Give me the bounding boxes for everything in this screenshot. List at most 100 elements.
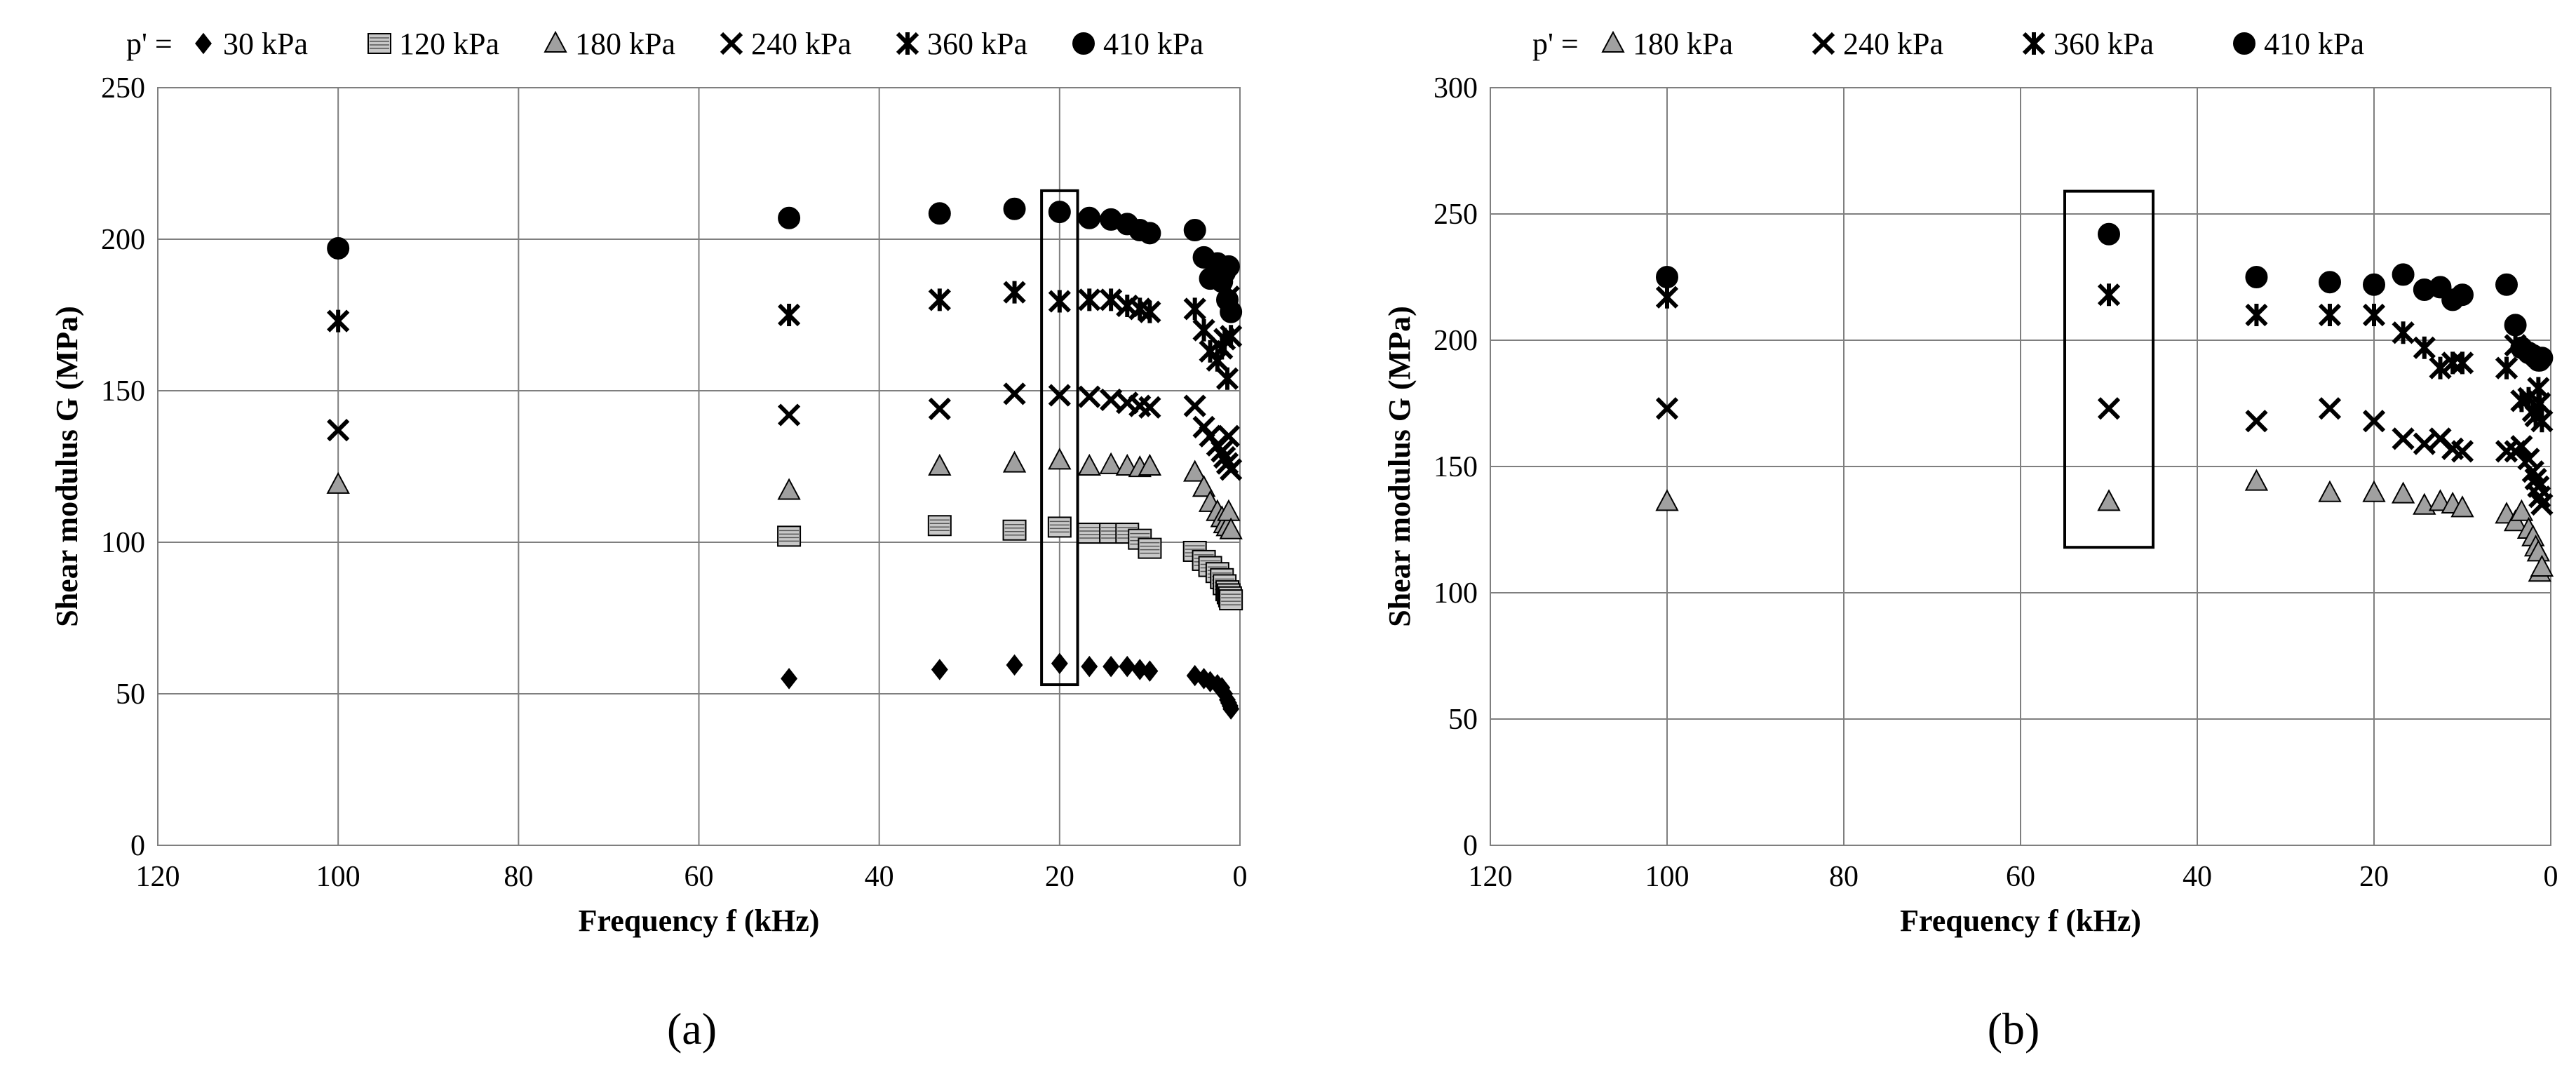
legend-entry: 240 kPa — [1812, 27, 1943, 61]
data-point — [931, 659, 948, 680]
data-point — [2517, 448, 2540, 471]
data-point — [327, 419, 350, 442]
data-point — [2504, 314, 2527, 337]
data-point — [327, 309, 350, 333]
data-point — [2362, 480, 2386, 502]
data-point — [327, 236, 350, 260]
legend-label: 120 kPa — [399, 27, 499, 61]
legend-entry: 120 kPa — [367, 27, 499, 61]
data-point — [1211, 440, 1234, 463]
data-point — [1102, 655, 1120, 678]
data-point — [1003, 197, 1026, 220]
data-point — [1051, 652, 1068, 675]
series-120-kpa — [777, 515, 1243, 611]
x-tick-label: 60 — [2006, 861, 2035, 893]
data-point — [1078, 206, 1101, 229]
data-point — [1047, 516, 1072, 538]
y-tick-label: 150 — [101, 375, 145, 408]
data-point — [2450, 495, 2474, 518]
data-point — [2450, 351, 2474, 375]
data-point — [2413, 336, 2436, 359]
data-point — [1222, 698, 1240, 720]
panel-label: (a) — [667, 1004, 717, 1054]
data-point — [2097, 397, 2121, 420]
data-point — [1217, 255, 1240, 278]
data-point — [781, 668, 798, 690]
data-point — [326, 471, 350, 494]
data-point — [1215, 367, 1239, 390]
y-tick-label: 150 — [1434, 451, 1478, 483]
y-tick-label: 200 — [101, 224, 145, 256]
legend-label: 410 kPa — [2264, 27, 2364, 61]
data-point — [2495, 273, 2518, 296]
data-point — [2245, 303, 2268, 327]
y-tick-label: 0 — [1463, 830, 1478, 862]
x-tick-label: 80 — [504, 861, 533, 893]
series-360-kpa — [1655, 283, 2554, 433]
panel-label: (b) — [1988, 1004, 2040, 1054]
data-point — [2509, 499, 2534, 521]
highlight-box — [2063, 189, 2154, 549]
data-point — [2245, 266, 2268, 288]
data-point — [1078, 385, 1101, 408]
legend-entry: 180 kPa — [544, 27, 675, 61]
legend-prefix: p' = — [1532, 27, 1579, 61]
data-point — [1138, 300, 1161, 323]
legend-marker — [195, 32, 212, 55]
y-tick-label: 100 — [101, 527, 145, 559]
data-point — [927, 515, 952, 537]
data-point — [2429, 356, 2452, 380]
x-tick-label: 20 — [1045, 861, 1074, 893]
y-axis-title: Shear modulus G (MPa) — [50, 306, 84, 627]
data-point — [928, 202, 951, 225]
legend-marker — [896, 32, 919, 55]
data-point — [1138, 222, 1161, 245]
x-axis-title: Frequency f (kHz) — [579, 904, 820, 938]
data-point — [1183, 219, 1206, 242]
data-point — [2318, 480, 2342, 502]
data-point — [1003, 281, 1026, 304]
data-point — [2530, 492, 2554, 516]
data-point — [777, 403, 801, 427]
data-point — [2495, 440, 2518, 463]
data-point — [1655, 489, 1679, 511]
data-point — [1217, 424, 1241, 448]
data-point — [2245, 410, 2268, 433]
data-point — [1002, 519, 1027, 541]
data-point — [2530, 410, 2554, 433]
highlight-box — [1040, 189, 1079, 687]
x-tick-label: 80 — [1829, 861, 1859, 893]
legend-label: 30 kPa — [223, 27, 308, 61]
data-point — [928, 453, 952, 476]
series-240-kpa — [327, 382, 1243, 481]
data-point — [1006, 654, 1023, 676]
legend-label: 180 kPa — [1633, 27, 1733, 61]
data-point — [1099, 452, 1123, 474]
legend-marker — [2022, 32, 2046, 55]
legend-marker — [1601, 30, 1625, 53]
legend-marker — [1072, 32, 1095, 55]
data-point — [928, 397, 951, 421]
data-point — [1078, 288, 1101, 311]
x-tick-label: 120 — [1469, 861, 1513, 893]
data-point — [1100, 288, 1123, 311]
series-240-kpa — [1655, 397, 2554, 516]
y-tick-label: 100 — [1434, 577, 1478, 610]
data-point — [2391, 481, 2415, 504]
legend-entry: 360 kPa — [2022, 27, 2154, 61]
data-point — [1217, 499, 1241, 521]
data-point — [1183, 459, 1207, 482]
legend-label: 360 kPa — [927, 27, 1027, 61]
data-point — [2363, 273, 2385, 296]
legend-label: 240 kPa — [1843, 27, 1943, 61]
legend-marker — [544, 30, 567, 53]
data-point — [1183, 394, 1206, 417]
x-tick-label: 100 — [316, 861, 360, 893]
legend-prefix: p' = — [126, 27, 173, 61]
legend-entry: 240 kPa — [720, 27, 851, 61]
data-point — [1077, 453, 1101, 476]
data-point — [1077, 523, 1102, 544]
data-point — [2244, 469, 2269, 491]
data-point — [1183, 297, 1206, 321]
x-axis-title: Frequency f (kHz) — [1900, 904, 2141, 938]
